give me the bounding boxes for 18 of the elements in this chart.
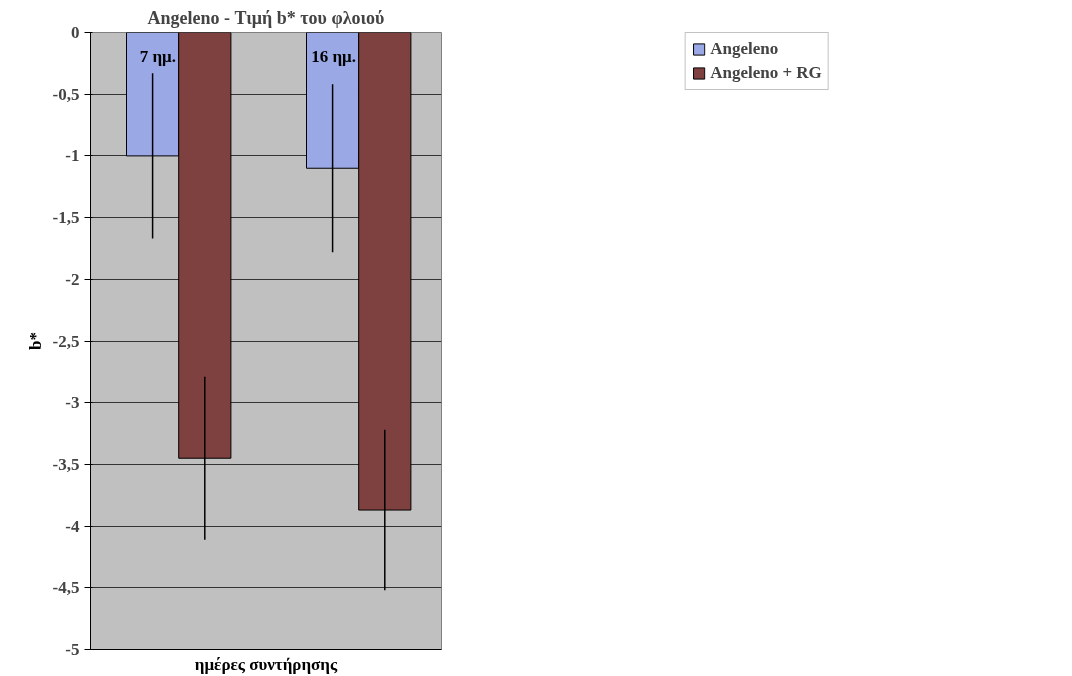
y-tick-label: -1 xyxy=(65,146,80,166)
x-axis-title: ημέρες συντήρησης xyxy=(194,654,338,674)
y-tick-label: -2,5 xyxy=(52,331,80,351)
y-tick-label: -4,5 xyxy=(52,578,80,598)
y-tick-label: -0,5 xyxy=(52,84,80,104)
y-axis-title: b* xyxy=(25,332,45,350)
y-tick-label: -1,5 xyxy=(52,208,80,228)
x-tick-label: 16 ημ. xyxy=(311,47,357,67)
legend-label: Angeleno xyxy=(710,39,779,59)
y-tick-label: -5 xyxy=(65,640,80,659)
legend-label: Angeleno + RG xyxy=(710,63,822,83)
chart-title: Angeleno - Τιμή b* του φλοιού xyxy=(147,7,385,28)
y-tick-label: 0 xyxy=(71,23,80,42)
y-tick-label: -4 xyxy=(65,516,80,536)
y-tick-label: -3,5 xyxy=(52,454,80,474)
x-tick-label: 7 ημ. xyxy=(139,47,177,67)
y-tick-label: -2 xyxy=(65,269,80,289)
y-tick-label: -3 xyxy=(65,393,80,413)
